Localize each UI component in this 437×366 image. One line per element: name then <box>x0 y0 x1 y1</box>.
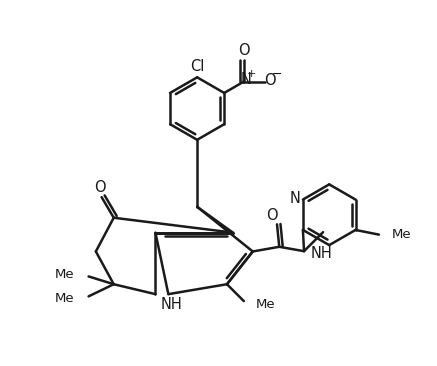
Text: Me: Me <box>55 292 75 305</box>
Text: Me: Me <box>55 268 75 281</box>
Text: Me: Me <box>392 228 412 241</box>
Text: O: O <box>264 73 276 88</box>
Text: +: + <box>247 69 256 79</box>
Text: NH: NH <box>161 298 183 313</box>
Text: −: − <box>272 68 282 81</box>
Text: O: O <box>94 180 105 195</box>
Text: O: O <box>238 43 250 58</box>
Text: Me: Me <box>256 298 276 311</box>
Text: O: O <box>266 208 277 223</box>
Text: Cl: Cl <box>190 59 205 74</box>
Text: N: N <box>290 191 301 206</box>
Text: NH: NH <box>311 246 332 261</box>
Text: N: N <box>240 72 251 87</box>
